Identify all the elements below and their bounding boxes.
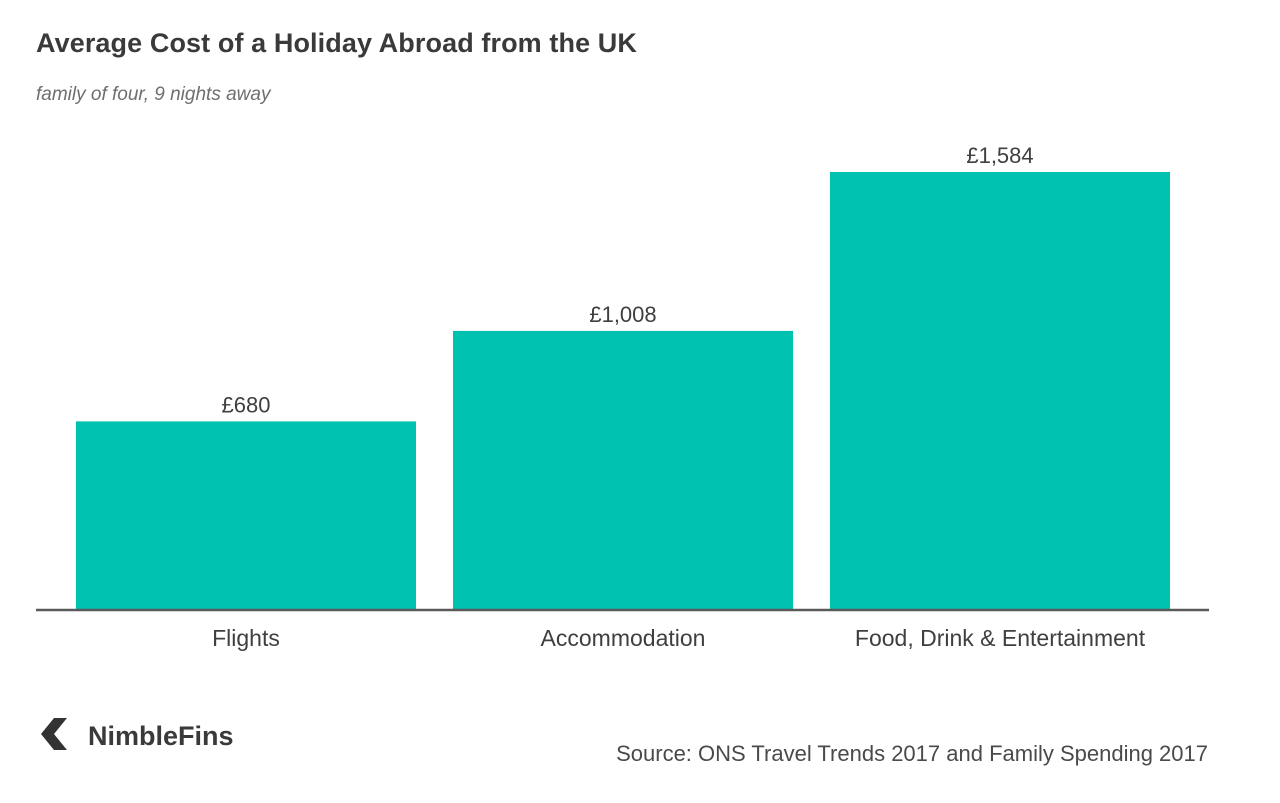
bar-0 xyxy=(76,421,416,609)
brand-logo: NimbleFins xyxy=(36,717,234,756)
bar-value-label-0: £680 xyxy=(222,392,271,417)
category-label-0: Flights xyxy=(212,625,280,651)
source-note: Source: ONS Travel Trends 2017 and Famil… xyxy=(616,741,1208,766)
bar-1 xyxy=(453,330,793,609)
chart-subtitle: family of four, 9 nights away xyxy=(36,84,271,105)
chevron-left-logo-icon xyxy=(36,717,76,756)
bar-2 xyxy=(830,172,1170,609)
labels-group: £680 Flights £1,008 Accommodation £1,584 Food… xyxy=(212,143,1146,651)
bar-value-label-1: £1,008 xyxy=(589,302,656,327)
bar-value-label-2: £1,584 xyxy=(966,143,1033,168)
brand-name: NimbleFins xyxy=(88,721,234,751)
bars-group xyxy=(76,172,1170,609)
category-label-1: Accommodation xyxy=(541,625,706,651)
category-label-2: Food, Drink & Entertainment xyxy=(855,625,1146,651)
bar-chart: £680 Flights £1,008 Accommodation £1,584 Food… xyxy=(36,143,1209,651)
chart-title: Average Cost of a Holiday Abroad from th… xyxy=(36,28,637,58)
